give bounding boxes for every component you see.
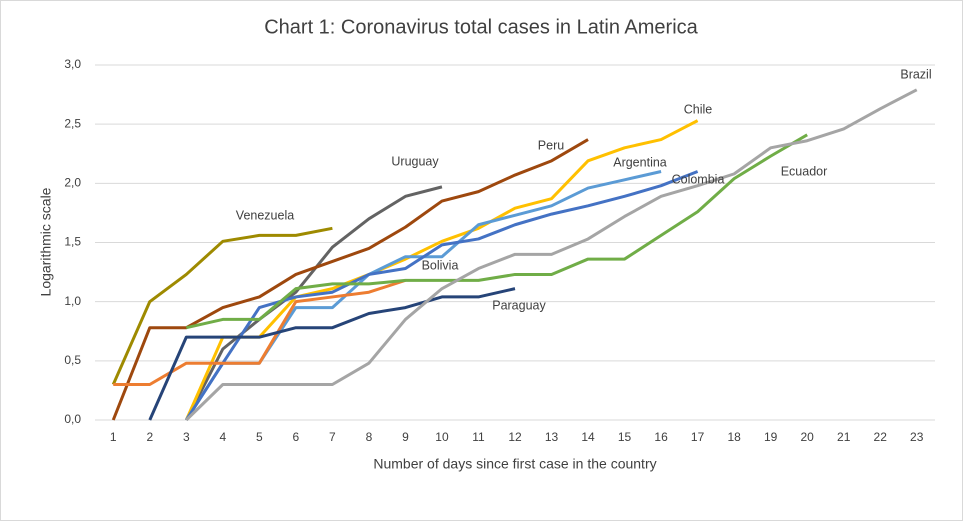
y-tick-label: 1,0 xyxy=(64,294,81,308)
series-line xyxy=(185,133,808,330)
x-tick-label: 18 xyxy=(727,430,741,444)
x-tick-label: 10 xyxy=(435,430,449,444)
x-tick-label: 21 xyxy=(837,430,851,444)
series-label: Paraguay xyxy=(492,298,546,312)
x-axis-title: Number of days since first case in the c… xyxy=(373,456,656,472)
x-tick-label: 9 xyxy=(402,430,409,444)
series-label: Uruguay xyxy=(391,154,439,168)
series-label: Peru xyxy=(538,138,564,152)
y-axis-title: Logarithmic scale xyxy=(38,187,54,296)
x-tick-label: 14 xyxy=(581,430,595,444)
x-tick-label: 11 xyxy=(472,430,485,444)
series-label: Argentina xyxy=(613,155,667,169)
x-tick-label: 23 xyxy=(910,430,924,444)
series-line xyxy=(184,185,443,421)
x-tick-label: 1 xyxy=(110,430,117,444)
series-label: Brazil xyxy=(900,67,931,81)
x-tick-label: 8 xyxy=(366,430,373,444)
x-tick-label: 4 xyxy=(219,430,226,444)
x-tick-label: 22 xyxy=(874,430,888,444)
series-line xyxy=(113,278,406,386)
y-tick-label: 3,0 xyxy=(64,57,81,71)
series-line xyxy=(184,119,699,421)
x-tick-label: 13 xyxy=(545,430,559,444)
x-tick-label: 6 xyxy=(293,430,300,444)
series-line xyxy=(148,287,516,421)
x-tick-label: 2 xyxy=(146,430,153,444)
series-label: Chile xyxy=(684,102,713,116)
series-label: Colombia xyxy=(672,172,725,186)
x-tick-label: 7 xyxy=(329,430,336,444)
x-tick-label: 16 xyxy=(654,430,668,444)
y-tick-label: 2,0 xyxy=(64,176,81,190)
series-label: Venezuela xyxy=(236,208,294,222)
x-tick-label: 17 xyxy=(691,430,705,444)
x-tick-label: 3 xyxy=(183,430,190,444)
series-line xyxy=(111,138,589,421)
x-tick-label: 12 xyxy=(508,430,522,444)
series-line xyxy=(111,226,333,386)
series-label: Bolivia xyxy=(422,258,459,272)
chart-title: Chart 1: Coronavirus total cases in Lati… xyxy=(264,16,698,38)
x-tick-label: 20 xyxy=(800,430,814,444)
x-tick-label: 5 xyxy=(256,430,263,444)
x-tick-label: 15 xyxy=(618,430,632,444)
series-line xyxy=(185,88,918,422)
series-label: Ecuador xyxy=(781,164,828,178)
y-tick-label: 0,5 xyxy=(64,353,81,367)
y-tick-label: 2,5 xyxy=(64,116,81,130)
y-tick-label: 0,0 xyxy=(64,412,81,426)
series-line xyxy=(185,170,699,421)
y-tick-label: 1,5 xyxy=(64,235,81,249)
x-tick-label: 19 xyxy=(764,430,778,444)
